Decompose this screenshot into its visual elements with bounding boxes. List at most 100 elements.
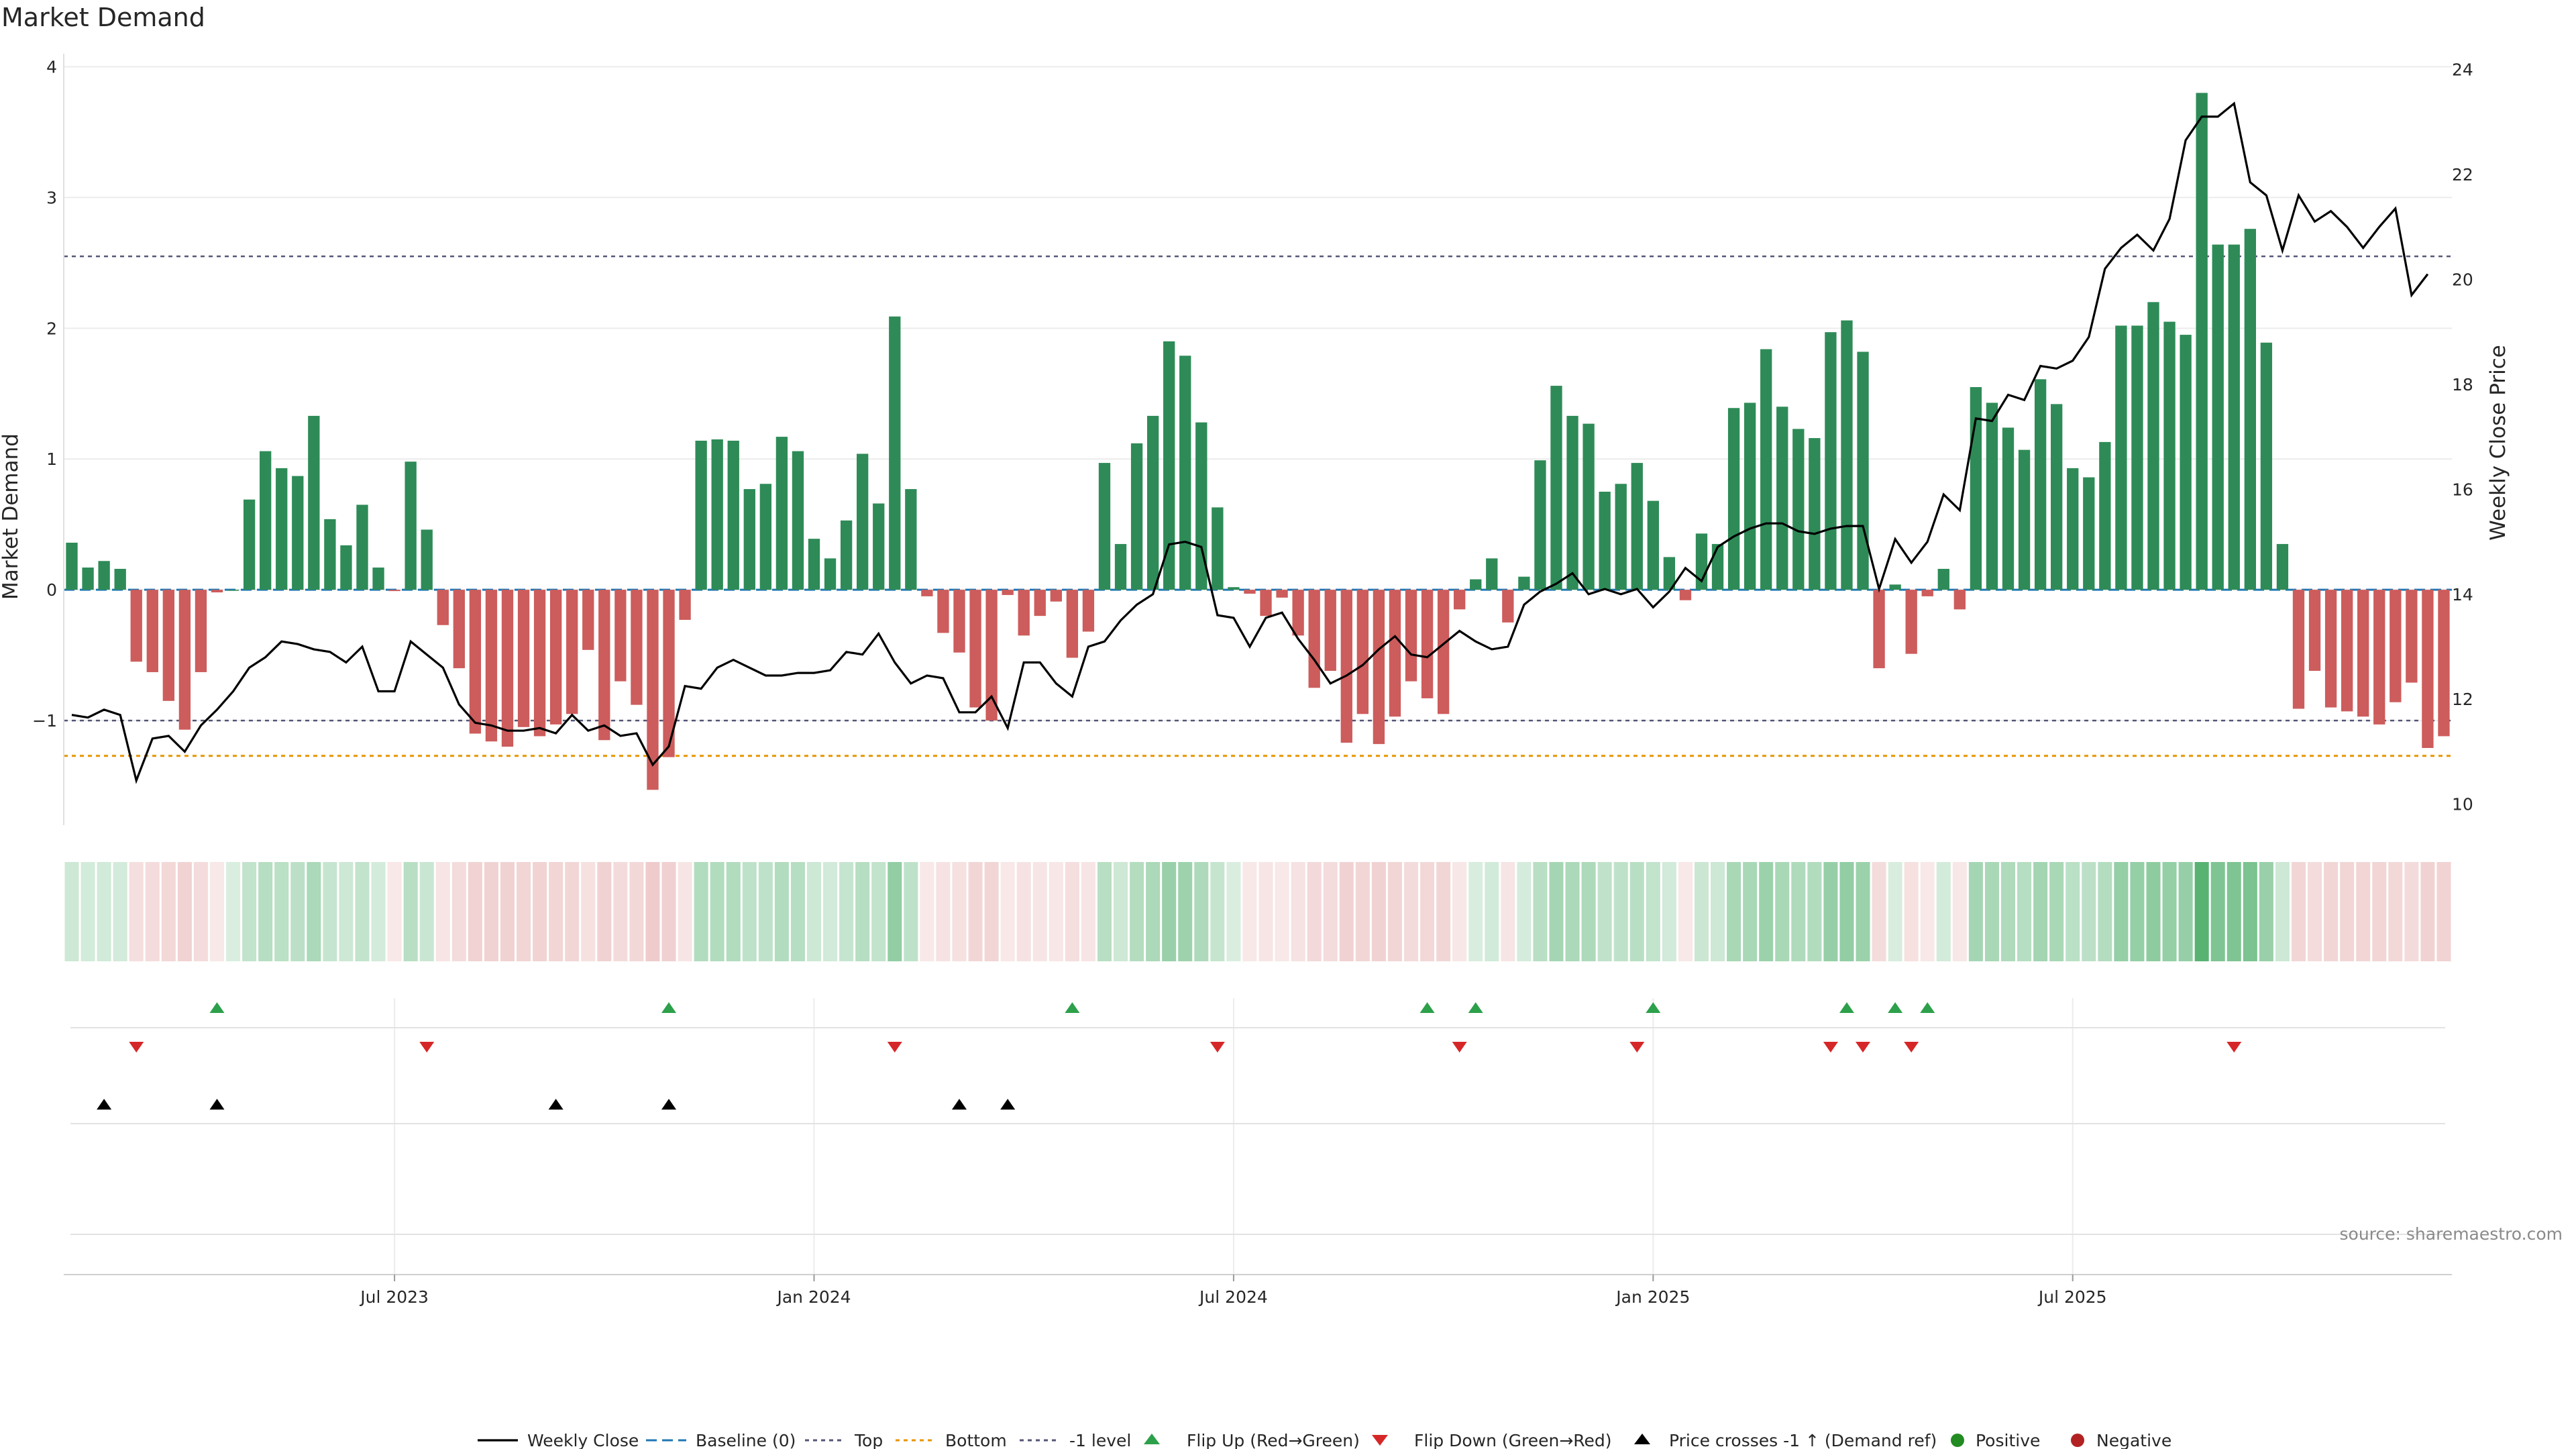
price-cross-marker (952, 1099, 967, 1110)
flip-down-marker (1452, 1042, 1467, 1053)
heat-cell (742, 862, 757, 961)
demand-bar (1228, 587, 1240, 590)
demand-bar (1518, 576, 1530, 590)
demand-bar (2324, 590, 2337, 708)
legend-item-weekly-close: Weekly Close (478, 1431, 639, 1449)
demand-bar (953, 590, 965, 653)
heat-cell (1646, 862, 1660, 961)
heat-cell (1146, 862, 1161, 961)
demand-bar (1340, 590, 1352, 743)
heat-cell (1178, 862, 1193, 961)
heat-cell (517, 862, 531, 961)
heat-cell (1016, 862, 1031, 961)
demand-bar (2002, 427, 2015, 590)
heat-cell (2130, 862, 2145, 961)
demand-bar (388, 590, 400, 592)
demand-bar (1098, 463, 1111, 590)
heat-cell (613, 862, 628, 961)
demand-bar (469, 590, 482, 734)
heat-cell (1000, 862, 1015, 961)
heat-cell (177, 862, 192, 961)
demand-bar (647, 590, 659, 790)
y-tick-label: 1 (46, 449, 57, 469)
demand-bar (1454, 590, 1466, 610)
heat-cell (2388, 862, 2403, 961)
demand-bar (1034, 590, 1046, 616)
legend-item-minus-one: -1 level (1020, 1431, 1131, 1449)
heat-cell (2340, 862, 2355, 961)
heat-cell (129, 862, 144, 961)
demand-bar (2099, 441, 2111, 590)
flip-up-marker (1839, 1002, 1854, 1013)
flip-down-marker (1823, 1042, 1838, 1053)
flip-down-marker (129, 1042, 144, 1053)
heat-cell (2308, 862, 2322, 961)
demand-bar (1534, 460, 1546, 590)
demand-bar (549, 590, 562, 724)
demand-bar (308, 415, 320, 590)
heat-cell (871, 862, 886, 961)
demand-bar (2196, 93, 2208, 590)
flip-down-marker (1904, 1042, 1919, 1053)
heat-cell (2049, 862, 2064, 961)
heat-cell (1130, 862, 1144, 961)
legend-label: Price crosses -1 ↑ (Demand ref) (1669, 1431, 1937, 1449)
legend-item-flip-up: Flip Up (Red→Green) (1144, 1431, 1360, 1449)
demand-bar (1373, 590, 1385, 745)
demand-bar (775, 437, 788, 590)
demand-bar (372, 568, 384, 590)
heat-cell (1194, 862, 1209, 961)
demand-bar (211, 590, 223, 593)
demand-bar (1437, 590, 1450, 714)
demand-bar (2034, 379, 2047, 590)
legend-item-positive: Positive (1951, 1431, 2040, 1449)
x-tick-label: Jan 2025 (1615, 1287, 1690, 1307)
flip-up-marker (1419, 1002, 1435, 1013)
negative-dot-icon (2071, 1434, 2084, 1447)
heat-cell (1791, 862, 1806, 961)
heat-strip (64, 862, 2451, 961)
heat-cell (1501, 862, 1515, 961)
flip-up-marker (1888, 1002, 1903, 1013)
demand-bar (1711, 543, 1724, 590)
heat-cell (1452, 862, 1467, 961)
heat-cell (1275, 862, 1289, 961)
demand-bar (453, 590, 465, 669)
heat-cell (2372, 862, 2387, 961)
demand-bar (1776, 407, 1788, 590)
heat-cell (1856, 862, 1870, 961)
demand-bar (1809, 438, 1821, 590)
demand-bar (1130, 443, 1143, 590)
y2-tick-label: 24 (2452, 60, 2473, 79)
demand-bar (2115, 325, 2127, 590)
legend-label: Flip Down (Green→Red) (1414, 1431, 1612, 1449)
x-tick-label: Jul 2024 (1198, 1287, 1268, 1307)
demand-bar (1727, 408, 1740, 590)
heat-cell (1839, 862, 1854, 961)
demand-bar (146, 590, 158, 672)
demand-bar (792, 451, 804, 590)
demand-bar (1195, 422, 1208, 590)
grid-lines (64, 66, 2452, 1275)
x-axis: Jul 2023 Jan 2024 Jul 2024 Jan 2025 Jul 2025 (64, 1274, 2452, 1307)
demand-bar (695, 440, 707, 590)
demand-bar (2180, 335, 2192, 590)
price-cross-marker (548, 1099, 564, 1110)
heat-cell (1403, 862, 1419, 961)
demand-bar (969, 590, 981, 708)
demand-bar (711, 439, 723, 590)
legend-item-price-cross: Price crosses -1 ↑ (Demand ref) (1634, 1431, 1937, 1449)
positive-dot-icon (1951, 1434, 1964, 1447)
heat-cell (1968, 862, 1983, 961)
demand-bar (2390, 590, 2402, 702)
demand-bar (1582, 423, 1595, 590)
x-tick-label: Jul 2023 (359, 1287, 429, 1307)
heat-cell (1226, 862, 1241, 961)
demand-bar (1905, 590, 1917, 654)
heat-cell (2033, 862, 2048, 961)
demand-bar (2438, 590, 2450, 737)
heat-cell (920, 862, 934, 961)
flip-down-marker (1856, 1042, 1871, 1053)
demand-bar (2276, 543, 2289, 590)
